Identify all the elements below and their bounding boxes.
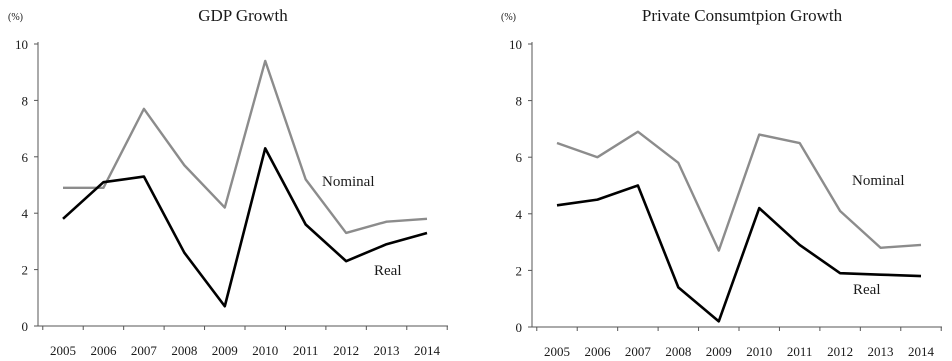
x-tick-label: 2005: [544, 344, 570, 359]
x-tick-label: 2009: [212, 343, 238, 358]
x-tick-label: 2005: [50, 343, 76, 358]
series-label-nominal: Nominal: [322, 174, 375, 190]
x-tick-label: 2010: [252, 343, 278, 358]
y-tick-label: 0: [22, 319, 29, 334]
x-tick-label: 2006: [584, 344, 611, 359]
chart-title: GDP Growth: [198, 6, 288, 25]
x-tick-label: 2013: [374, 343, 400, 358]
x-tick-label: 2010: [746, 344, 772, 359]
x-tick-label: 2012: [333, 343, 359, 358]
series-label-nominal: Nominal: [852, 173, 905, 189]
y-tick-label: 6: [516, 150, 523, 165]
x-tick-label: 2011: [787, 344, 813, 359]
chart-panel-1: GDP Growth (%) 0 2 4 6 8 10 2005 2006 2007 2008 2009…: [8, 6, 448, 358]
x-tick-label: 2011: [293, 343, 319, 358]
y-tick-label: 4: [22, 206, 29, 221]
y-unit-label: (%): [8, 12, 23, 23]
y-tick-label: 10: [509, 37, 522, 52]
series-line-nominal: [556, 130, 922, 252]
series-line-nominal: [63, 59, 428, 235]
x-tick-label: 2006: [90, 343, 117, 358]
y-tick-label: 2: [516, 263, 523, 278]
y-tick-label: 10: [15, 37, 28, 52]
x-tick-label: 2007: [625, 344, 652, 359]
x-tick-label: 2014: [908, 344, 935, 359]
y-tick-label: 0: [516, 320, 523, 335]
series-label-real: Real: [374, 263, 402, 279]
x-tick-label: 2008: [171, 343, 197, 358]
x-tick-label: 2013: [868, 344, 894, 359]
chart-panel-2: Private Consumtpion Growth (%) 0 2 4 6 8 10 2005…: [501, 6, 942, 359]
x-tick-label: 2007: [131, 343, 158, 358]
y-tick-label: 8: [22, 93, 29, 108]
chart-title: Private Consumtpion Growth: [642, 6, 843, 25]
y-unit-label: (%): [501, 12, 516, 23]
x-tick-label: 2009: [706, 344, 732, 359]
y-tick-label: 2: [22, 263, 29, 278]
y-tick-label: 8: [516, 94, 523, 109]
series-line-real: [556, 184, 922, 323]
series-line-real: [62, 147, 428, 308]
x-tick-label: 2008: [665, 344, 691, 359]
x-tick-label: 2012: [827, 344, 853, 359]
x-tick-label: 2014: [414, 343, 441, 358]
y-tick-label: 4: [516, 207, 523, 222]
series-label-real: Real: [853, 282, 881, 298]
y-tick-label: 6: [22, 150, 29, 165]
